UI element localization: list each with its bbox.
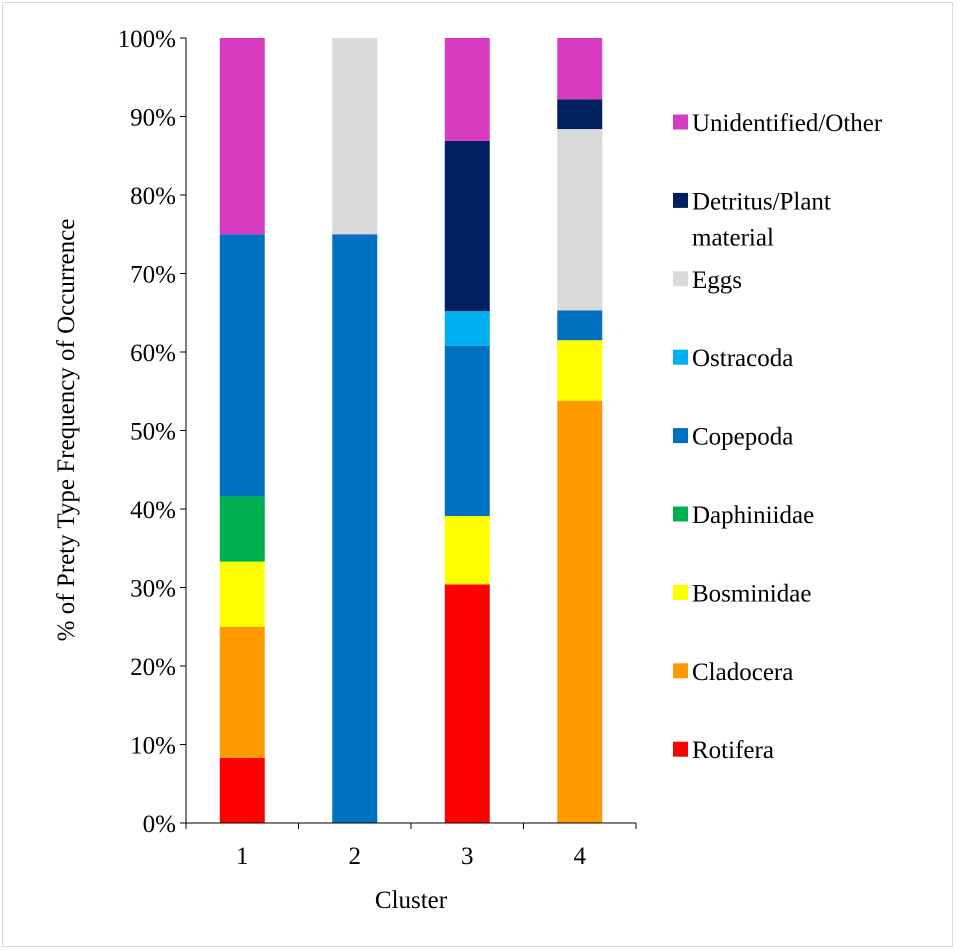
y-tick-label: 60% [130, 340, 176, 367]
legend-swatch-unidentified-other [673, 114, 688, 130]
x-tick-labels: 1 2 3 4 [185, 823, 637, 870]
y-tick-label: 30% [130, 576, 176, 603]
bar-segment-eggs-cluster-2 [332, 38, 378, 235]
y-tick-label: 0% [143, 811, 176, 838]
bar-segment-detritus-plant-material-cluster-4 [557, 99, 603, 130]
bar-segment-copepoda-cluster-1 [219, 234, 265, 497]
bar-segment-rotifera-cluster-3 [444, 584, 490, 823]
bar-segment-unidentified-other-cluster-4 [557, 38, 603, 100]
legend-swatch-detritus-plant-material [673, 192, 688, 208]
legend-label-daphiniidae: Daphiniidae [692, 502, 814, 529]
legend-swatch-eggs [673, 271, 688, 287]
bar-segment-unidentified-other-cluster-1 [219, 38, 265, 235]
y-tick-label: 50% [130, 419, 176, 446]
legend-swatch-ostracoda [673, 349, 688, 365]
legend-label-detritus-plant-material: Detritus/Plant material [692, 188, 831, 251]
y-axis-title: % of Prety Type Frequency of Occurrence [53, 219, 80, 642]
bar-segment-cladocera-cluster-1 [219, 626, 265, 758]
bar-segment-copepoda-cluster-2 [332, 234, 378, 823]
bar-segment-ostracoda-cluster-3 [444, 311, 490, 346]
bar-segment-bosminidae-cluster-3 [444, 516, 490, 585]
bar-segment-daphiniidae-cluster-1 [219, 496, 265, 562]
bars-layer [219, 38, 603, 823]
legend-swatch-copepoda [673, 428, 688, 444]
legend-label-copepoda: Copepoda [692, 424, 793, 451]
legend-swatch-daphiniidae [673, 506, 688, 522]
x-tick-label: 4 [574, 843, 587, 870]
bar-segment-unidentified-other-cluster-3 [444, 38, 490, 141]
legend-label-bosminidae: Bosminidae [692, 580, 811, 607]
bar-segment-bosminidae-cluster-4 [557, 340, 603, 401]
y-tick-label: 80% [130, 183, 176, 210]
bar-segment-copepoda-cluster-4 [557, 310, 603, 341]
legend-swatch-bosminidae [673, 584, 688, 600]
legend: Unidentified/Other Detritus/Plant material… [673, 110, 883, 764]
bar-segment-cladocera-cluster-4 [557, 400, 603, 823]
bar-segment-bosminidae-cluster-1 [219, 561, 265, 627]
legend-label-cladocera: Cladocera [692, 659, 793, 686]
legend-label-ostracoda: Ostracoda [692, 345, 793, 372]
legend-label-rotifera: Rotifera [692, 737, 774, 764]
x-tick-label: 1 [236, 843, 249, 870]
bar-segment-eggs-cluster-4 [557, 129, 603, 311]
legend-label-eggs: Eggs [692, 267, 742, 294]
y-tick-label: 10% [130, 733, 176, 760]
bar-segment-rotifera-cluster-1 [219, 757, 265, 823]
x-tick-label: 2 [349, 843, 362, 870]
x-tick-label: 3 [461, 843, 474, 870]
bar-segment-detritus-plant-material-cluster-3 [444, 140, 490, 312]
legend-label-unidentified-other: Unidentified/Other [692, 110, 883, 137]
x-axis-title: Cluster [375, 887, 448, 914]
legend-swatch-cladocera [673, 663, 688, 679]
y-tick-label: 40% [130, 497, 176, 524]
bar-segment-copepoda-cluster-3 [444, 345, 490, 517]
y-tick-labels: 0% 10% 20% 30% 40% 50% 60% 70% 80% 90% 100% [118, 26, 186, 838]
legend-swatch-rotifera [673, 741, 688, 757]
y-tick-label: 90% [130, 105, 176, 132]
y-tick-label: 70% [130, 262, 176, 289]
y-tick-label: 100% [118, 26, 176, 53]
y-tick-label: 20% [130, 654, 176, 681]
